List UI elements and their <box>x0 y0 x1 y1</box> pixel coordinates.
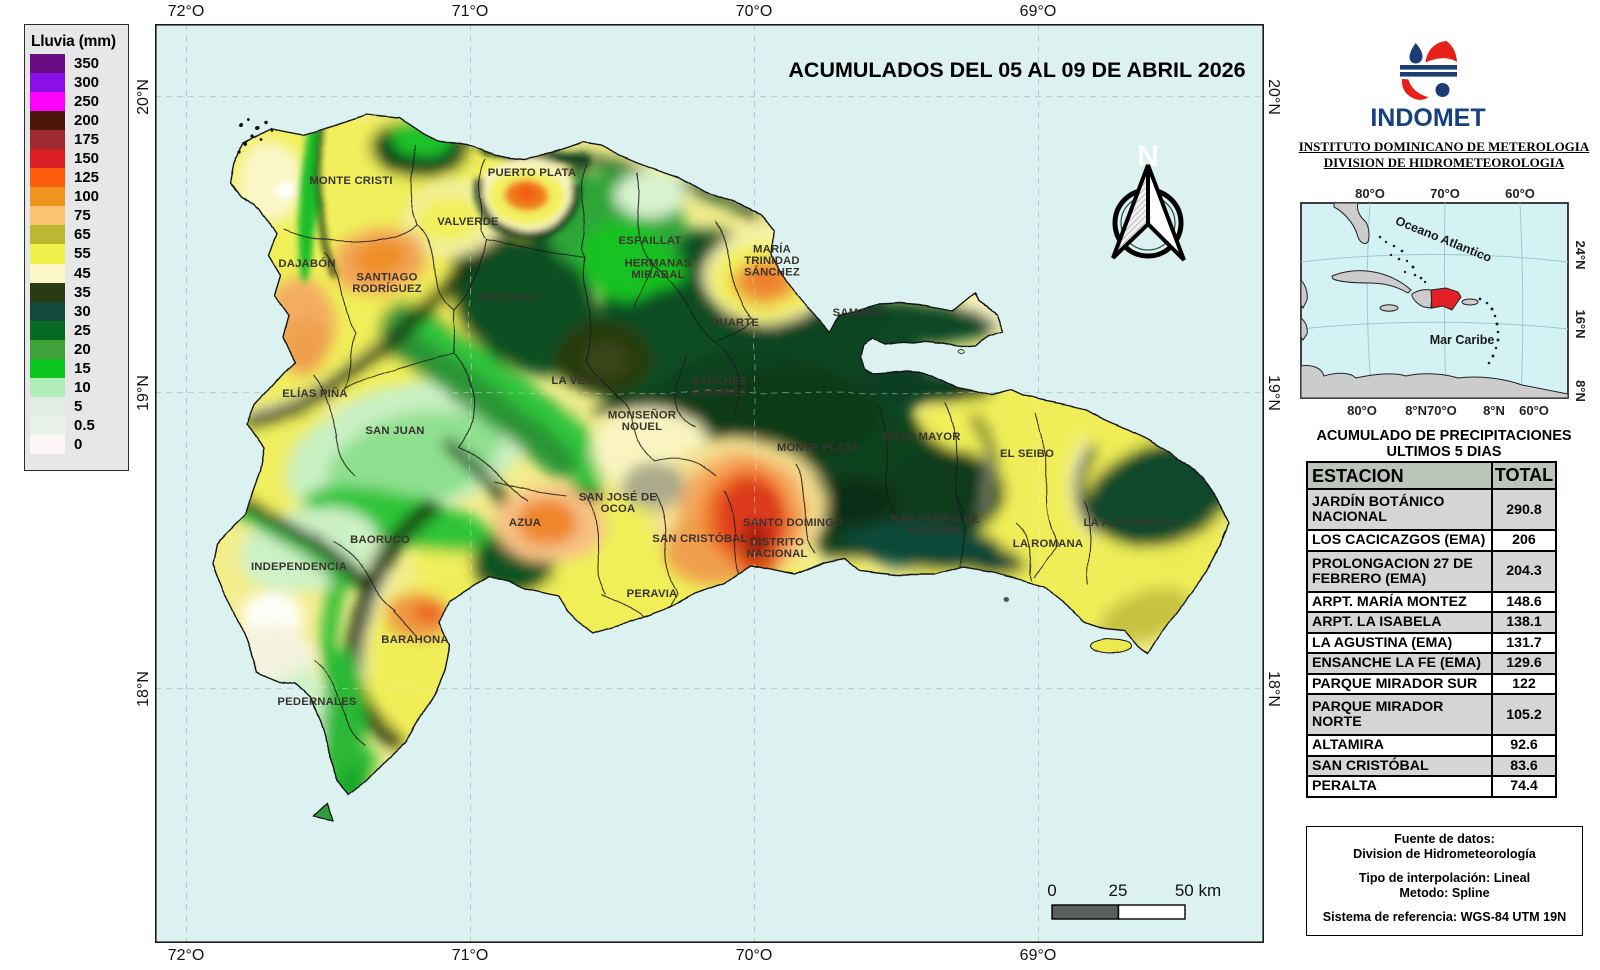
svg-text:PEDERNALES: PEDERNALES <box>277 696 356 708</box>
svg-text:TRINIDAD: TRINIDAD <box>744 255 800 267</box>
svg-text:LA ROMANA: LA ROMANA <box>1012 538 1082 550</box>
svg-text:SÁNCHEZ: SÁNCHEZ <box>743 266 799 279</box>
svg-text:DAJABÓN: DAJABÓN <box>278 257 335 270</box>
svg-text:SAMANÁ: SAMANÁ <box>832 306 883 319</box>
svg-text:PERAVIA: PERAVIA <box>626 588 677 600</box>
svg-text:ESPAILLAT: ESPAILLAT <box>618 235 681 247</box>
svg-text:80°O: 80°O <box>1355 186 1385 201</box>
svg-text:N: N <box>1137 140 1159 173</box>
svg-text:8°N: 8°N <box>1483 403 1505 418</box>
svg-text:MACORIS: MACORIS <box>907 525 962 537</box>
svg-text:DUARTE: DUARTE <box>710 317 759 329</box>
svg-text:MONSEÑOR: MONSEÑOR <box>607 408 675 421</box>
svg-text:70°O: 70°O <box>1430 186 1460 201</box>
svg-text:25: 25 <box>1108 881 1127 900</box>
svg-text:24°N: 24°N <box>1573 240 1588 269</box>
svg-text:0: 0 <box>1047 881 1056 900</box>
svg-text:50 km: 50 km <box>1174 881 1220 900</box>
svg-text:SANTIAGO: SANTIAGO <box>356 271 417 283</box>
svg-text:AZUA: AZUA <box>508 517 540 529</box>
svg-text:VALVERDE: VALVERDE <box>437 216 499 228</box>
svg-text:RODRÍGUEZ: RODRÍGUEZ <box>352 282 422 295</box>
svg-text:Mar Caribe: Mar Caribe <box>1430 333 1495 347</box>
svg-text:HATO MAYOR: HATO MAYOR <box>883 431 960 443</box>
svg-text:RAMIREZ: RAMIREZ <box>692 387 745 399</box>
svg-text:SAN JUAN: SAN JUAN <box>365 425 424 437</box>
svg-text:NOUEL: NOUEL <box>621 421 662 433</box>
svg-text:MONTE PLATA: MONTE PLATA <box>776 442 858 454</box>
svg-text:80°O: 80°O <box>1347 403 1377 418</box>
svg-text:SAN CRISTÓBAL: SAN CRISTÓBAL <box>652 532 748 545</box>
svg-text:LA ALTAGRACIA: LA ALTAGRACIA <box>1083 517 1176 529</box>
svg-text:8°N: 8°N <box>1573 380 1588 402</box>
svg-text:SAN PEDRO DE: SAN PEDRO DE <box>890 513 979 525</box>
svg-text:60°O: 60°O <box>1505 186 1535 201</box>
svg-text:SANTO DOMINGO: SANTO DOMINGO <box>742 517 842 529</box>
svg-text:DISTRITO: DISTRITO <box>749 536 803 548</box>
svg-text:8°N70°O: 8°N70°O <box>1405 403 1457 418</box>
svg-text:LA VEGA: LA VEGA <box>551 375 602 387</box>
svg-text:24°N: 24°N <box>1294 240 1297 269</box>
svg-text:ACUMULADOS DEL 05 AL 09 DE ABR: ACUMULADOS DEL 05 AL 09 DE ABRIL 2026 <box>788 58 1245 82</box>
svg-text:NACIONAL: NACIONAL <box>746 548 807 560</box>
svg-text:16°N: 16°N <box>1294 309 1297 338</box>
svg-text:SAN JOSÉ DE: SAN JOSÉ DE <box>578 490 656 503</box>
svg-text:MONTE CRISTI: MONTE CRISTI <box>309 175 392 187</box>
svg-text:BAORUCO: BAORUCO <box>350 534 410 546</box>
svg-text:INDEPENDENCIA: INDEPENDENCIA <box>250 561 346 573</box>
svg-text:HERMANAS: HERMANAS <box>624 257 691 269</box>
svg-text:PUERTO PLATA: PUERTO PLATA <box>487 167 575 179</box>
svg-text:SANCHEZ: SANCHEZ <box>690 375 746 387</box>
svg-text:MARÍA: MARÍA <box>752 243 790 256</box>
svg-text:ELÍAS PIÑA: ELÍAS PIÑA <box>282 387 347 400</box>
svg-text:8°N: 8°N <box>1294 380 1297 402</box>
svg-text:BARAHONA: BARAHONA <box>381 634 449 646</box>
svg-text:EL SEIBO: EL SEIBO <box>999 448 1053 460</box>
svg-text:SANTIAGO: SANTIAGO <box>476 292 537 304</box>
svg-text:MIRABAL: MIRABAL <box>631 269 684 281</box>
svg-text:OCOA: OCOA <box>600 503 635 515</box>
svg-text:60°O: 60°O <box>1519 403 1549 418</box>
svg-text:16°N: 16°N <box>1573 309 1588 338</box>
